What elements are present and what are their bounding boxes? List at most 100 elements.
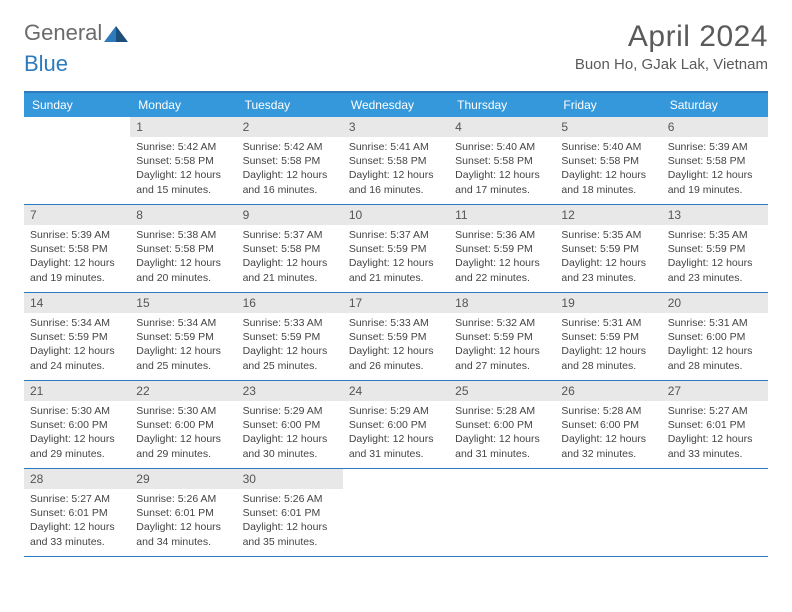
day-details: Sunrise: 5:34 AMSunset: 5:59 PMDaylight:… — [24, 313, 130, 379]
day-number: 9 — [237, 205, 343, 225]
calendar-cell — [555, 469, 661, 557]
calendar-cell: 2Sunrise: 5:42 AMSunset: 5:58 PMDaylight… — [237, 117, 343, 205]
day-number: 27 — [662, 381, 768, 401]
day-details: Sunrise: 5:27 AMSunset: 6:01 PMDaylight:… — [24, 489, 130, 555]
day-details: Sunrise: 5:29 AMSunset: 6:00 PMDaylight:… — [237, 401, 343, 467]
weekday-header: Saturday — [662, 93, 768, 117]
calendar-cell: 11Sunrise: 5:36 AMSunset: 5:59 PMDayligh… — [449, 205, 555, 293]
logo: General — [24, 20, 130, 46]
calendar-cell: 14Sunrise: 5:34 AMSunset: 5:59 PMDayligh… — [24, 293, 130, 381]
weekday-header: Tuesday — [237, 93, 343, 117]
weekday-header: Sunday — [24, 93, 130, 117]
day-details: Sunrise: 5:27 AMSunset: 6:01 PMDaylight:… — [662, 401, 768, 467]
calendar-cell: 21Sunrise: 5:30 AMSunset: 6:00 PMDayligh… — [24, 381, 130, 469]
day-details: Sunrise: 5:35 AMSunset: 5:59 PMDaylight:… — [662, 225, 768, 291]
calendar-cell — [343, 469, 449, 557]
calendar-cell — [662, 469, 768, 557]
day-details: Sunrise: 5:39 AMSunset: 5:58 PMDaylight:… — [24, 225, 130, 291]
calendar-cell: 13Sunrise: 5:35 AMSunset: 5:59 PMDayligh… — [662, 205, 768, 293]
day-details: Sunrise: 5:31 AMSunset: 6:00 PMDaylight:… — [662, 313, 768, 379]
calendar-cell: 28Sunrise: 5:27 AMSunset: 6:01 PMDayligh… — [24, 469, 130, 557]
day-details: Sunrise: 5:33 AMSunset: 5:59 PMDaylight:… — [237, 313, 343, 379]
day-details: Sunrise: 5:37 AMSunset: 5:58 PMDaylight:… — [237, 225, 343, 291]
calendar-cell: 29Sunrise: 5:26 AMSunset: 6:01 PMDayligh… — [130, 469, 236, 557]
calendar-grid: Sunday Monday Tuesday Wednesday Thursday… — [24, 91, 768, 557]
calendar-cell: 8Sunrise: 5:38 AMSunset: 5:58 PMDaylight… — [130, 205, 236, 293]
day-number: 19 — [555, 293, 661, 313]
day-details: Sunrise: 5:28 AMSunset: 6:00 PMDaylight:… — [555, 401, 661, 467]
calendar-cell: 20Sunrise: 5:31 AMSunset: 6:00 PMDayligh… — [662, 293, 768, 381]
location-text: Buon Ho, GJak Lak, Vietnam — [575, 56, 768, 73]
day-number: 24 — [343, 381, 449, 401]
day-details: Sunrise: 5:42 AMSunset: 5:58 PMDaylight:… — [130, 137, 236, 203]
day-details: Sunrise: 5:26 AMSunset: 6:01 PMDaylight:… — [237, 489, 343, 555]
weekday-header: Friday — [555, 93, 661, 117]
day-number: 3 — [343, 117, 449, 137]
title-block: April 2024 Buon Ho, GJak Lak, Vietnam — [575, 20, 768, 73]
day-number: 10 — [343, 205, 449, 225]
day-details: Sunrise: 5:32 AMSunset: 5:59 PMDaylight:… — [449, 313, 555, 379]
calendar-body: 1Sunrise: 5:42 AMSunset: 5:58 PMDaylight… — [24, 117, 768, 557]
logo-triangle-icon — [104, 24, 128, 42]
calendar-cell: 23Sunrise: 5:29 AMSunset: 6:00 PMDayligh… — [237, 381, 343, 469]
day-details: Sunrise: 5:39 AMSunset: 5:58 PMDaylight:… — [662, 137, 768, 203]
day-details: Sunrise: 5:30 AMSunset: 6:00 PMDaylight:… — [130, 401, 236, 467]
day-number: 14 — [24, 293, 130, 313]
calendar-page: General April 2024 Buon Ho, GJak Lak, Vi… — [0, 0, 792, 577]
calendar-cell — [24, 117, 130, 205]
day-number: 12 — [555, 205, 661, 225]
logo-text-2: Blue — [24, 51, 68, 76]
calendar-cell: 22Sunrise: 5:30 AMSunset: 6:00 PMDayligh… — [130, 381, 236, 469]
day-details: Sunrise: 5:40 AMSunset: 5:58 PMDaylight:… — [449, 137, 555, 203]
day-number: 8 — [130, 205, 236, 225]
calendar-cell: 26Sunrise: 5:28 AMSunset: 6:00 PMDayligh… — [555, 381, 661, 469]
day-number: 15 — [130, 293, 236, 313]
calendar-cell: 19Sunrise: 5:31 AMSunset: 5:59 PMDayligh… — [555, 293, 661, 381]
calendar-cell: 12Sunrise: 5:35 AMSunset: 5:59 PMDayligh… — [555, 205, 661, 293]
day-details: Sunrise: 5:31 AMSunset: 5:59 PMDaylight:… — [555, 313, 661, 379]
day-details: Sunrise: 5:26 AMSunset: 6:01 PMDaylight:… — [130, 489, 236, 555]
day-number: 22 — [130, 381, 236, 401]
calendar-cell: 27Sunrise: 5:27 AMSunset: 6:01 PMDayligh… — [662, 381, 768, 469]
month-title: April 2024 — [575, 20, 768, 54]
day-details: Sunrise: 5:37 AMSunset: 5:59 PMDaylight:… — [343, 225, 449, 291]
calendar-cell: 17Sunrise: 5:33 AMSunset: 5:59 PMDayligh… — [343, 293, 449, 381]
calendar-cell: 24Sunrise: 5:29 AMSunset: 6:00 PMDayligh… — [343, 381, 449, 469]
day-number: 18 — [449, 293, 555, 313]
logo-text-1: General — [24, 20, 102, 46]
day-number: 1 — [130, 117, 236, 137]
day-number: 26 — [555, 381, 661, 401]
calendar-cell: 30Sunrise: 5:26 AMSunset: 6:01 PMDayligh… — [237, 469, 343, 557]
day-details: Sunrise: 5:42 AMSunset: 5:58 PMDaylight:… — [237, 137, 343, 203]
day-number: 11 — [449, 205, 555, 225]
day-details: Sunrise: 5:41 AMSunset: 5:58 PMDaylight:… — [343, 137, 449, 203]
day-number: 4 — [449, 117, 555, 137]
calendar-cell: 6Sunrise: 5:39 AMSunset: 5:58 PMDaylight… — [662, 117, 768, 205]
day-number: 30 — [237, 469, 343, 489]
day-number: 7 — [24, 205, 130, 225]
day-number: 28 — [24, 469, 130, 489]
day-details: Sunrise: 5:30 AMSunset: 6:00 PMDaylight:… — [24, 401, 130, 467]
day-details: Sunrise: 5:35 AMSunset: 5:59 PMDaylight:… — [555, 225, 661, 291]
calendar-cell: 16Sunrise: 5:33 AMSunset: 5:59 PMDayligh… — [237, 293, 343, 381]
calendar-cell — [449, 469, 555, 557]
day-number: 13 — [662, 205, 768, 225]
calendar-cell: 7Sunrise: 5:39 AMSunset: 5:58 PMDaylight… — [24, 205, 130, 293]
weekday-header: Thursday — [449, 93, 555, 117]
day-details: Sunrise: 5:33 AMSunset: 5:59 PMDaylight:… — [343, 313, 449, 379]
calendar-cell: 10Sunrise: 5:37 AMSunset: 5:59 PMDayligh… — [343, 205, 449, 293]
calendar-cell: 15Sunrise: 5:34 AMSunset: 5:59 PMDayligh… — [130, 293, 236, 381]
weekday-header: Wednesday — [343, 93, 449, 117]
day-details: Sunrise: 5:29 AMSunset: 6:00 PMDaylight:… — [343, 401, 449, 467]
day-number: 25 — [449, 381, 555, 401]
day-number: 5 — [555, 117, 661, 137]
calendar-cell: 1Sunrise: 5:42 AMSunset: 5:58 PMDaylight… — [130, 117, 236, 205]
weekday-header-row: Sunday Monday Tuesday Wednesday Thursday… — [24, 93, 768, 117]
day-number: 29 — [130, 469, 236, 489]
calendar-cell: 3Sunrise: 5:41 AMSunset: 5:58 PMDaylight… — [343, 117, 449, 205]
calendar-cell: 25Sunrise: 5:28 AMSunset: 6:00 PMDayligh… — [449, 381, 555, 469]
day-number: 6 — [662, 117, 768, 137]
weekday-header: Monday — [130, 93, 236, 117]
calendar-cell: 9Sunrise: 5:37 AMSunset: 5:58 PMDaylight… — [237, 205, 343, 293]
day-number: 17 — [343, 293, 449, 313]
